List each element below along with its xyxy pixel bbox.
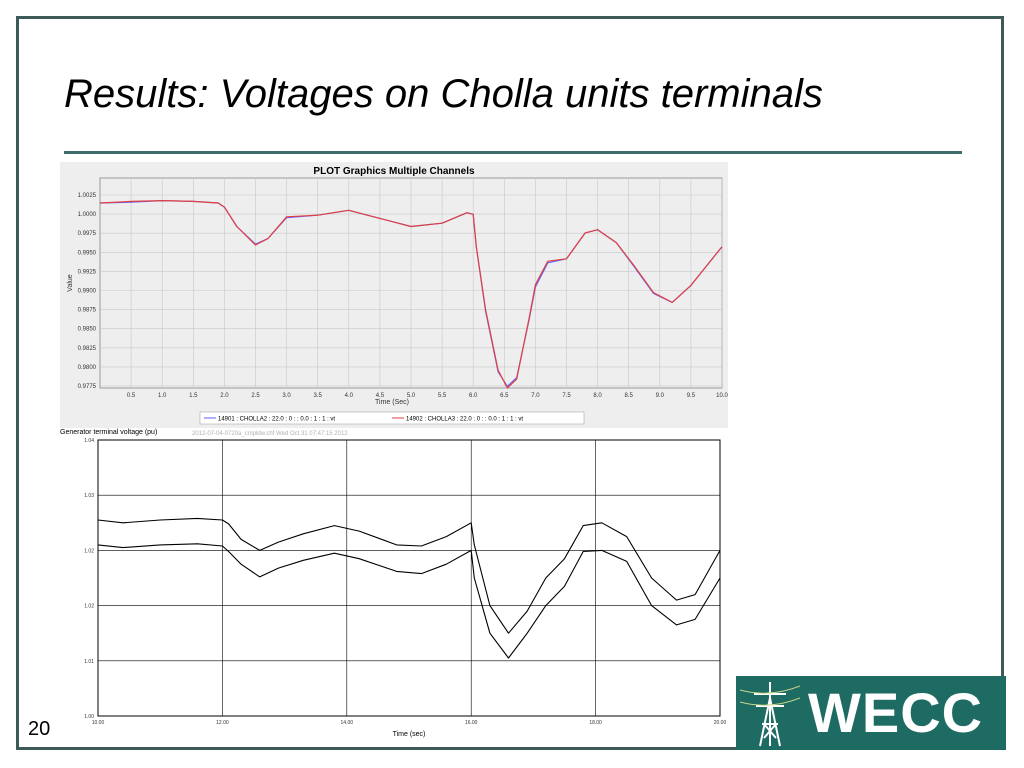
x-tick-label: 4.0 bbox=[345, 393, 354, 399]
y-tick-label: 1.03 bbox=[84, 493, 94, 499]
x-tick-label: 6.0 bbox=[469, 393, 478, 399]
x-tick-label: 5.0 bbox=[407, 393, 416, 399]
chart2-series bbox=[97, 517, 721, 659]
y-tick-label: 0.9850 bbox=[78, 327, 97, 333]
x-tick-label: 8.5 bbox=[625, 393, 634, 399]
transmission-tower-icon bbox=[740, 682, 800, 747]
y-tick-label: 0.9825 bbox=[78, 346, 97, 352]
x-tick-label: 7.0 bbox=[531, 393, 540, 399]
x-tick-label: 10.0 bbox=[716, 393, 728, 399]
x-tick-label: 3.0 bbox=[282, 393, 291, 399]
x-tick-label: 4.5 bbox=[376, 393, 385, 399]
y-tick-label: 1.04 bbox=[84, 438, 94, 444]
y-tick-label: 0.9875 bbox=[78, 308, 97, 314]
chart1-y-ticks: 1.0025 1.0000 0.9975 0.9950 0.9925 0.9900 0.98… bbox=[78, 193, 97, 390]
x-tick-label: 3.5 bbox=[314, 393, 323, 399]
legend-label-cholla3: 14902 : CHOLLA3 : 22.0 : 0 : : 0.0 : 1 :… bbox=[406, 417, 523, 423]
y-tick-label: 0.9900 bbox=[78, 289, 97, 295]
series-line-2 bbox=[99, 199, 723, 389]
y-tick-label: 1.00 bbox=[84, 714, 94, 720]
x-tick-label: 14.00 bbox=[341, 720, 354, 726]
x-tick-label: 9.0 bbox=[656, 393, 665, 399]
x-tick-label: 2.5 bbox=[251, 393, 260, 399]
series-line-1 bbox=[97, 517, 721, 634]
chart2-grid bbox=[97, 439, 721, 717]
x-tick-label: 7.5 bbox=[562, 393, 571, 399]
chart2-file-note: 2012-07-04-0720a_cmpldw.chf Wed Oct 31 0… bbox=[192, 431, 348, 437]
x-tick-label: 16.00 bbox=[465, 720, 478, 726]
x-tick-label: 12.00 bbox=[216, 720, 229, 726]
x-tick-label: 1.0 bbox=[158, 393, 167, 399]
chart1-x-axis-label: Time (Sec) bbox=[375, 399, 409, 406]
x-tick-label: 9.5 bbox=[687, 393, 696, 399]
chart1-x-ticks: 0.5 1.0 1.5 2.0 2.5 3.0 3.5 4.0 4.5 5.0 5.5 6.0 6.5 7… bbox=[127, 393, 728, 399]
x-tick-label: 1.5 bbox=[189, 393, 198, 399]
x-tick-label: 10.00 bbox=[92, 720, 105, 726]
y-tick-label: 1.01 bbox=[84, 659, 94, 665]
series-line-2 bbox=[97, 543, 721, 659]
chart2-title: Generator terminal voltage (pu) bbox=[60, 429, 157, 436]
x-tick-label: 8.0 bbox=[593, 393, 602, 399]
x-tick-label: 5.5 bbox=[438, 393, 447, 399]
chart2-x-axis-label: Time (sec) bbox=[393, 731, 426, 738]
y-tick-label: 0.9925 bbox=[78, 269, 97, 275]
x-tick-label: 2.0 bbox=[220, 393, 229, 399]
x-tick-label: 20.00 bbox=[714, 720, 727, 726]
chart1-legend: 14901 : CHOLLA2 : 22.0 : 0 : : 0.0 : 1 :… bbox=[199, 411, 585, 425]
generator-voltage-chart: Generator terminal voltage (pu) 2012-07-… bbox=[60, 429, 727, 738]
y-tick-label: 0.9950 bbox=[78, 250, 97, 256]
y-tick-label: 0.9975 bbox=[78, 231, 97, 237]
wecc-logo-text: WECC bbox=[808, 681, 984, 744]
chart1-grid bbox=[100, 178, 723, 388]
y-tick-label: 1.0000 bbox=[78, 212, 97, 218]
y-tick-label: 0.9800 bbox=[78, 365, 97, 371]
chart2-x-ticks: 10.00 12.00 14.00 16.00 18.00 20.00 bbox=[92, 720, 727, 726]
wecc-logo bbox=[736, 676, 1006, 750]
y-tick-label: 0.9775 bbox=[78, 384, 97, 390]
chart2-plot-area bbox=[97, 439, 721, 717]
x-tick-label: 6.5 bbox=[500, 393, 509, 399]
x-tick-label: 18.00 bbox=[589, 720, 602, 726]
title-underline bbox=[64, 151, 962, 154]
plot-graphics-chart: PLOT Graphics Multiple Channels 1.00251.… bbox=[60, 162, 728, 428]
y-tick-label: 1.0025 bbox=[78, 193, 97, 199]
chart1-series bbox=[99, 199, 723, 389]
y-tick-label: 1.02 bbox=[84, 548, 94, 554]
chart1-y-axis-label: Value bbox=[67, 274, 74, 291]
y-tick-label: 1.02 bbox=[84, 604, 94, 610]
slide-title: Results: Voltages on Cholla units termin… bbox=[64, 72, 823, 116]
legend-label-cholla2: 14901 : CHOLLA2 : 22.0 : 0 : : 0.0 : 1 :… bbox=[218, 417, 335, 423]
chart1-title: PLOT Graphics Multiple Channels bbox=[313, 166, 475, 177]
slide-frame bbox=[16, 16, 1004, 750]
page-number: 20 bbox=[28, 718, 51, 740]
x-tick-label: 0.5 bbox=[127, 393, 136, 399]
chart2-y-ticks: 1.00 1.01 1.02 1.02 1.03 1.04 bbox=[84, 438, 94, 720]
